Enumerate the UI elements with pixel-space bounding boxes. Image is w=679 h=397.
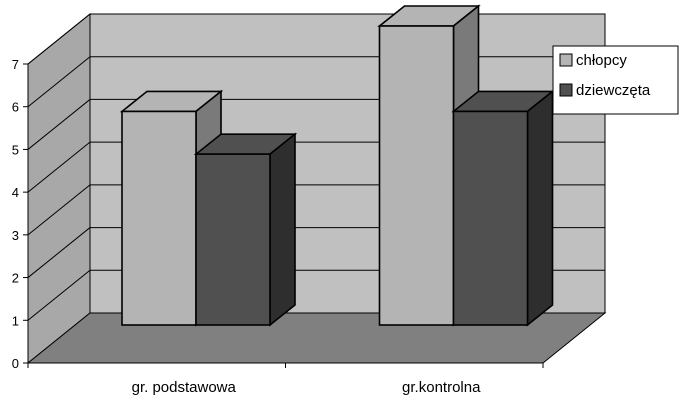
legend-swatch — [559, 83, 573, 97]
gridline-side — [27, 269, 91, 321]
y-tick-label: 6 — [12, 100, 19, 115]
legend-box — [552, 45, 679, 115]
gridline-side — [27, 56, 91, 108]
value-axis: 0 1 2 3 4 5 6 7 — [12, 57, 543, 371]
bar-side — [526, 89, 554, 327]
y-tick-label: 7 — [12, 57, 19, 72]
gridline-side — [27, 13, 91, 65]
bar-side — [269, 132, 296, 327]
y-tick-label: 0 — [12, 356, 19, 371]
gridline-side — [27, 184, 91, 236]
bar-dziewczęta — [195, 153, 271, 326]
bar-chłopcy — [121, 110, 197, 326]
side-wall — [27, 12, 91, 365]
legend-swatch — [559, 53, 573, 67]
gridline-side — [27, 141, 91, 193]
y-tick-label: 4 — [12, 185, 19, 200]
x-tick-label: gr.kontrolna — [402, 379, 481, 396]
x-tick-label: gr. podstawowa — [132, 379, 237, 396]
legend-label: chłopcy — [576, 52, 627, 69]
y-tick-label: 3 — [12, 228, 19, 243]
bars — [119, 4, 555, 327]
legend-label: dziewczęta — [576, 82, 651, 99]
gridline-side — [27, 227, 91, 278]
bar-dziewczęta — [452, 110, 529, 326]
y-tick-label: 2 — [12, 271, 19, 286]
category-axis: gr. podstawowa gr.kontrolna — [27, 363, 544, 396]
legend: chłopcy dziewczęta — [552, 45, 679, 115]
y-tick-label: 1 — [12, 313, 19, 328]
y-tick-label: 5 — [12, 142, 19, 157]
gridline-side — [27, 99, 91, 150]
bar-chłopcy — [378, 25, 455, 326]
